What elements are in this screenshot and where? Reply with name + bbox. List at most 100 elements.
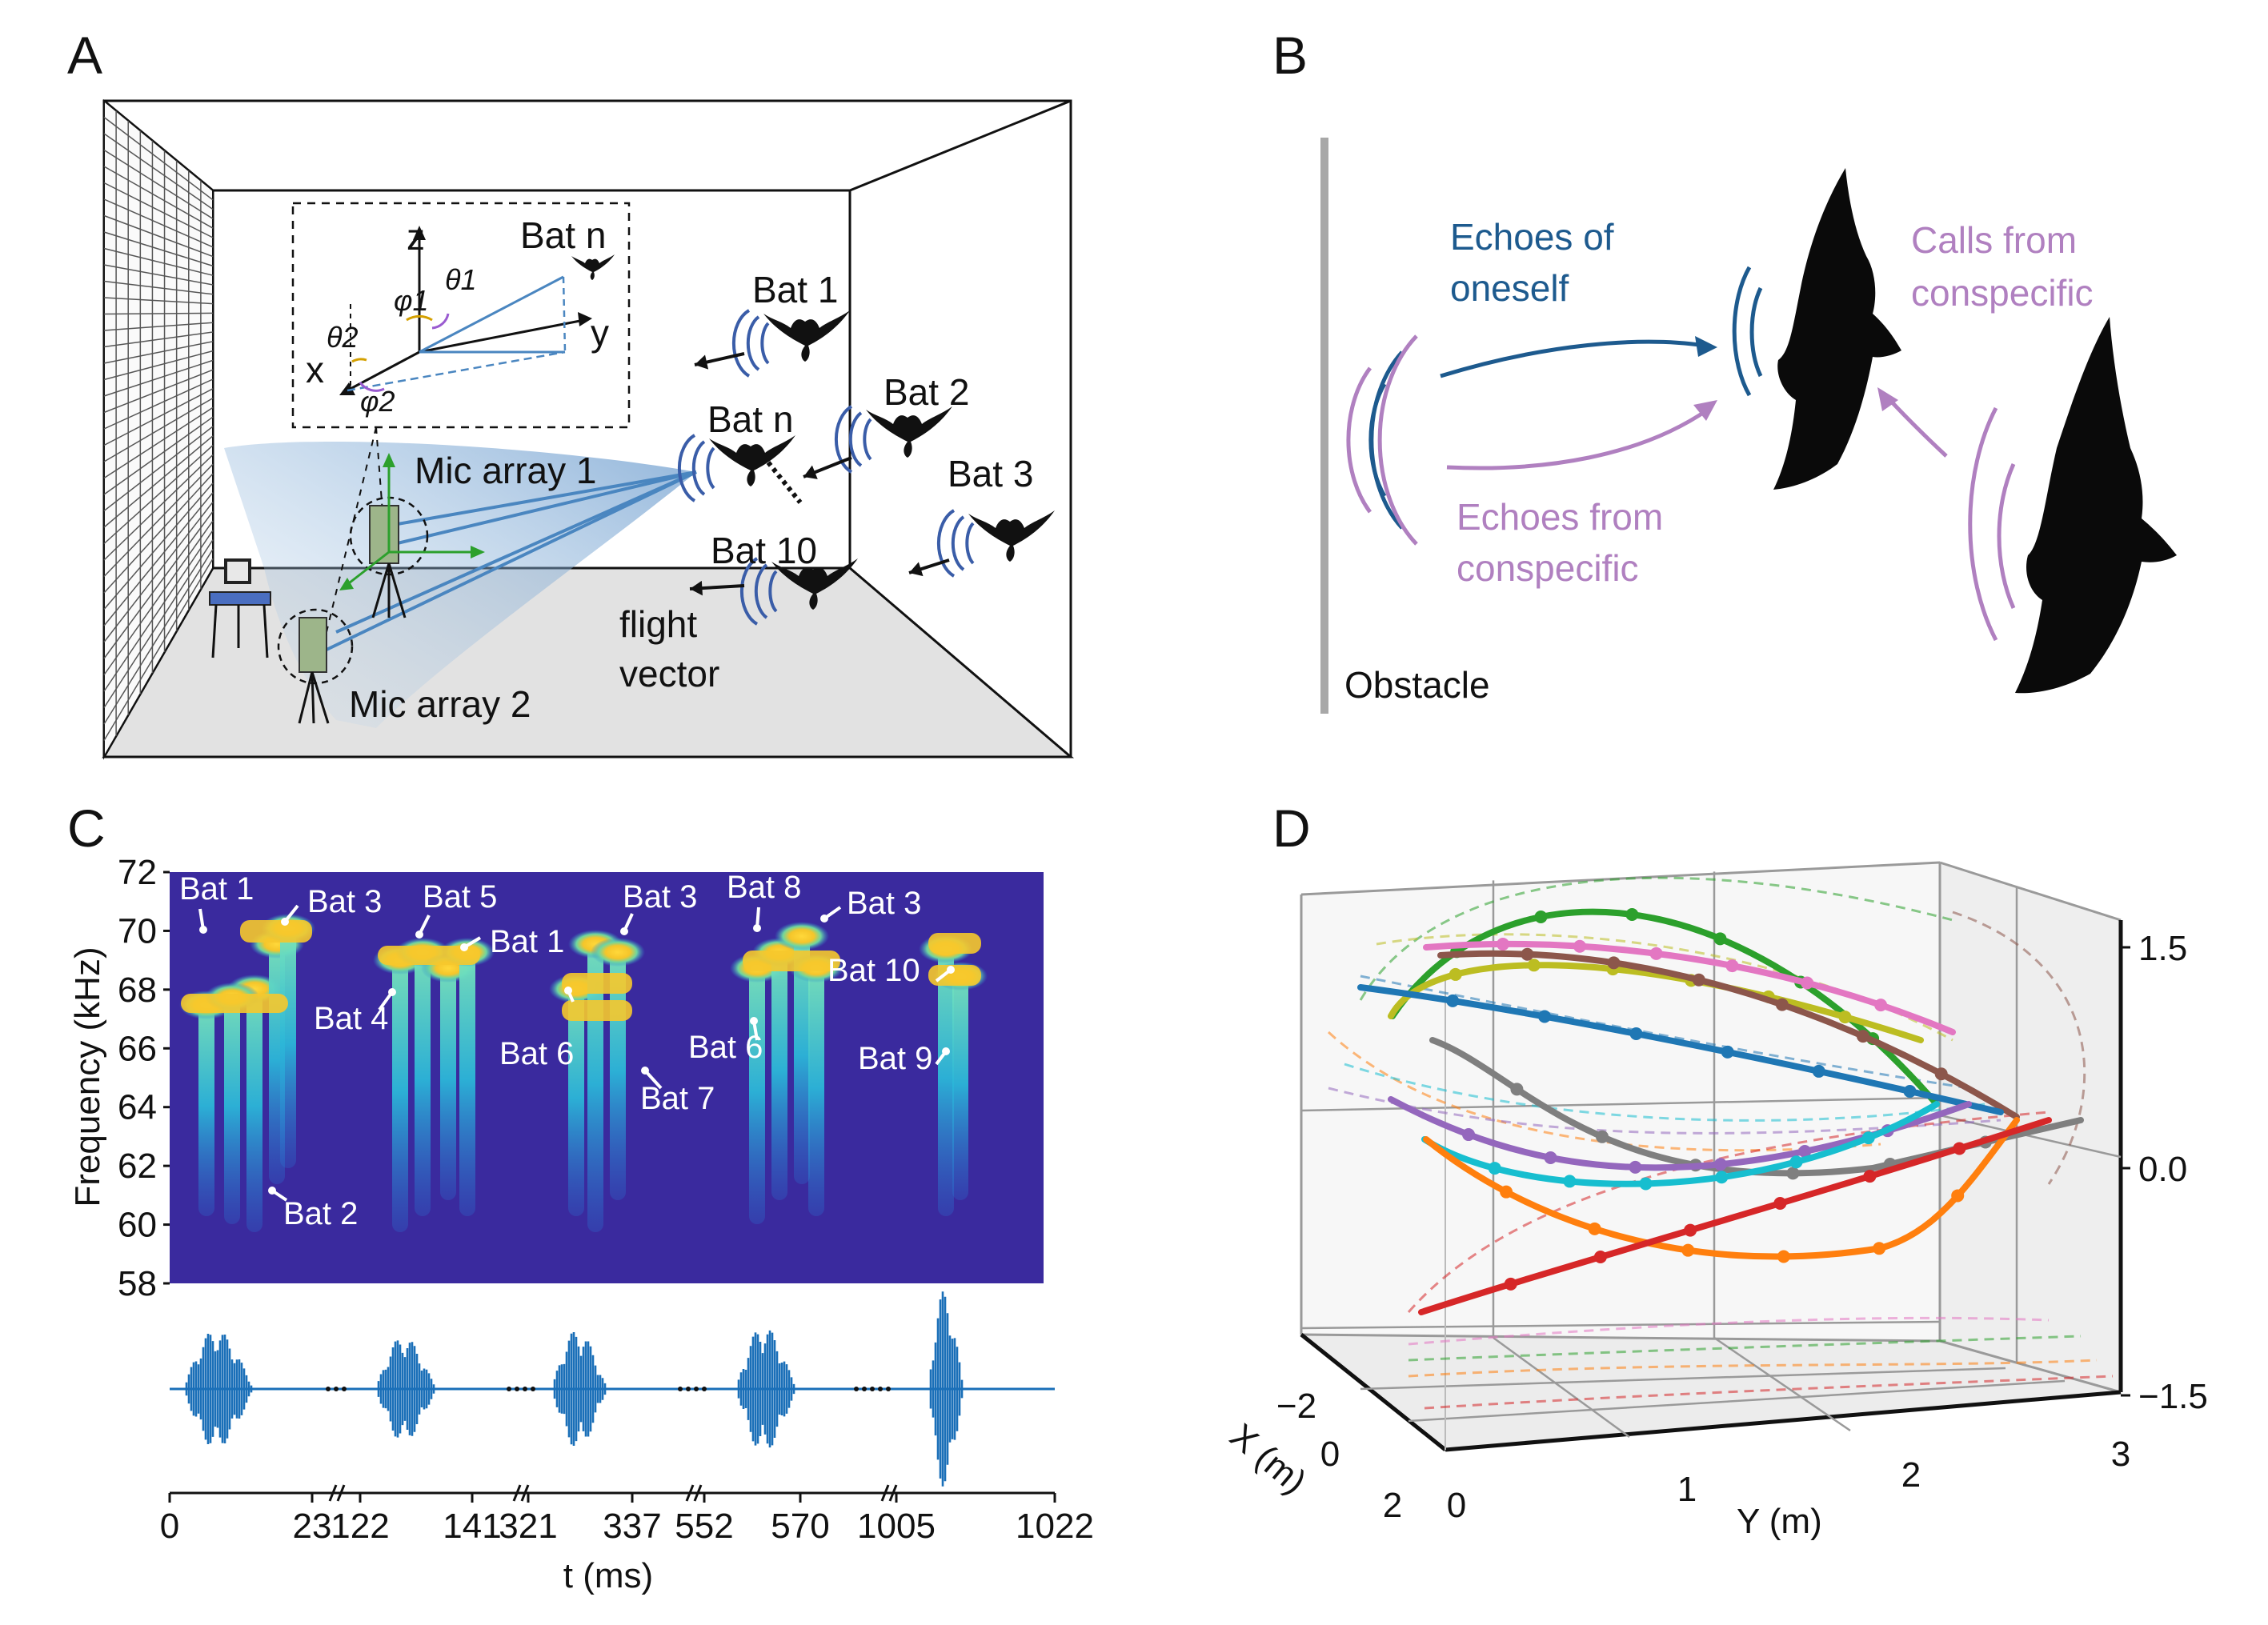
trajectory-point — [1725, 959, 1739, 973]
box-edge — [1713, 1336, 1851, 1432]
trajectory-point — [1812, 1064, 1825, 1078]
spectrogram-bat-label: Bat 10 — [827, 953, 920, 988]
trajectory-point — [1713, 1158, 1727, 1171]
trajectory-point — [1596, 1130, 1609, 1143]
flight-arrowhead — [695, 354, 709, 370]
frequency-tick-label: 60 — [118, 1206, 157, 1245]
spectrogram-arrowhead — [460, 943, 468, 951]
spectrogram-bat-label: Bat 3 — [623, 879, 697, 915]
trajectory-point — [1713, 932, 1727, 946]
projected-trajectory — [1408, 1359, 2098, 1378]
call-sweep — [771, 944, 787, 1200]
waveform-burst — [185, 1333, 255, 1445]
call-harmonic — [240, 920, 312, 943]
echoes-oneself-line2: oneself — [1450, 267, 1569, 309]
phi1-label: φ1 — [394, 284, 429, 317]
spectrogram-bat-label: Bat 3 — [847, 886, 921, 921]
trajectory-point — [1856, 1030, 1869, 1043]
time-tick-label: 122 — [331, 1507, 389, 1546]
waveform-gap-dot — [702, 1387, 707, 1391]
call-harmonic — [928, 965, 981, 986]
trajectory-point — [1504, 1277, 1517, 1291]
call-sweep — [280, 920, 296, 1168]
theta1-label: θ1 — [445, 263, 477, 296]
spectrogram-arrowhead — [199, 926, 207, 934]
call-sweep — [246, 981, 262, 1232]
bat-3-label: Bat 3 — [948, 453, 1033, 494]
panel-d-letter: D — [1272, 798, 1311, 858]
z-label: z — [407, 216, 425, 258]
call-sweep — [198, 997, 214, 1216]
frequency-tick-label: 72 — [118, 853, 157, 892]
projected-trajectory — [1952, 911, 2086, 1185]
waveform-gap-dot — [326, 1387, 331, 1391]
waveform-gap-dot — [878, 1387, 883, 1391]
trajectory-point — [1538, 1010, 1552, 1023]
spectrogram-arrowhead — [641, 1067, 649, 1075]
mic-array-1 — [339, 453, 485, 618]
box-edge — [1939, 1339, 2122, 1394]
frequency-ticks: 72 70 68 66 64 62 60 58 — [118, 853, 170, 1303]
call-sweep — [952, 968, 968, 1200]
waveform-gap-dot — [854, 1387, 859, 1391]
waveform-burst — [553, 1332, 607, 1446]
y-axis-label-d: Y (m) — [1737, 1502, 1822, 1541]
trajectory-point — [1521, 947, 1534, 961]
time-tick-label: 321 — [499, 1507, 557, 1546]
call-peak — [591, 938, 645, 967]
time-axis-label: t (ms) — [563, 1556, 653, 1595]
trajectory — [1357, 984, 2004, 1115]
trajectory-point — [1544, 1151, 1557, 1164]
spectrogram-arrowhead — [750, 1017, 758, 1025]
frequency-tick-label: 68 — [118, 971, 157, 1010]
panel-c: C 72 70 68 66 64 62 60 58 Frequency (kHz) Bat 1… — [67, 798, 1094, 1595]
frequency-tick-label: 64 — [118, 1088, 157, 1127]
theta2-label: θ2 — [327, 321, 359, 354]
projected-trajectory — [1327, 1031, 1881, 1152]
bat-2-icon — [866, 406, 952, 458]
bat-chain — [766, 461, 803, 504]
trajectory-point — [1629, 1027, 1643, 1040]
waveform-gap-dot — [342, 1387, 347, 1391]
inset-box — [291, 202, 631, 429]
calls-conspecific-arrow — [1884, 394, 1948, 458]
bat-3-icon — [968, 510, 1055, 562]
trajectory — [1388, 1096, 1972, 1171]
trajectory-point — [1496, 938, 1509, 951]
call-harmonic — [562, 973, 632, 994]
spectrogram-bat-label: Bat 5 — [423, 879, 497, 915]
spectrogram-bat-label: Bat 8 — [727, 870, 801, 905]
z-tick-label: −1.5 — [2138, 1377, 2208, 1416]
x-axis-label-d: X (m) — [1223, 1416, 1314, 1502]
box-edge — [1300, 1333, 1941, 1343]
trajectory-point — [1593, 1251, 1607, 1264]
room-bats — [677, 309, 1055, 626]
x-tick-label-d: 0 — [1320, 1435, 1340, 1474]
box-edge — [1300, 1333, 1447, 1451]
trajectory-point — [1462, 1128, 1476, 1142]
projected-trajectory — [1360, 975, 1969, 1090]
flight-arrowhead — [803, 465, 818, 479]
call-sweep — [415, 944, 431, 1216]
call-harmonic — [378, 946, 480, 965]
waveform-gap-dot — [862, 1387, 867, 1391]
trajectory-point — [1510, 1083, 1524, 1096]
trajectory-point — [1874, 999, 1888, 1012]
net-wall — [103, 98, 214, 760]
call-sweep — [749, 960, 765, 1224]
x-tick-label-d: 2 — [1383, 1486, 1402, 1525]
trajectory-point — [1873, 1242, 1886, 1255]
box-edge — [1445, 1390, 2122, 1452]
waveform-gap-dot — [515, 1387, 519, 1391]
waveform — [170, 1291, 1055, 1487]
y-tick-label-d: 2 — [1901, 1455, 1921, 1495]
call-sweep — [392, 952, 408, 1232]
spectrogram-arrowhead — [268, 1187, 276, 1195]
trajectory-point — [1789, 1155, 1803, 1169]
trajectory-point — [1692, 973, 1705, 987]
trajectory-point — [1721, 1045, 1734, 1059]
spectrogram-arrowhead — [564, 987, 572, 995]
spectrogram-arrowhead — [281, 918, 289, 926]
trajectory-point — [1801, 976, 1814, 990]
trajectory-point — [1775, 998, 1789, 1011]
